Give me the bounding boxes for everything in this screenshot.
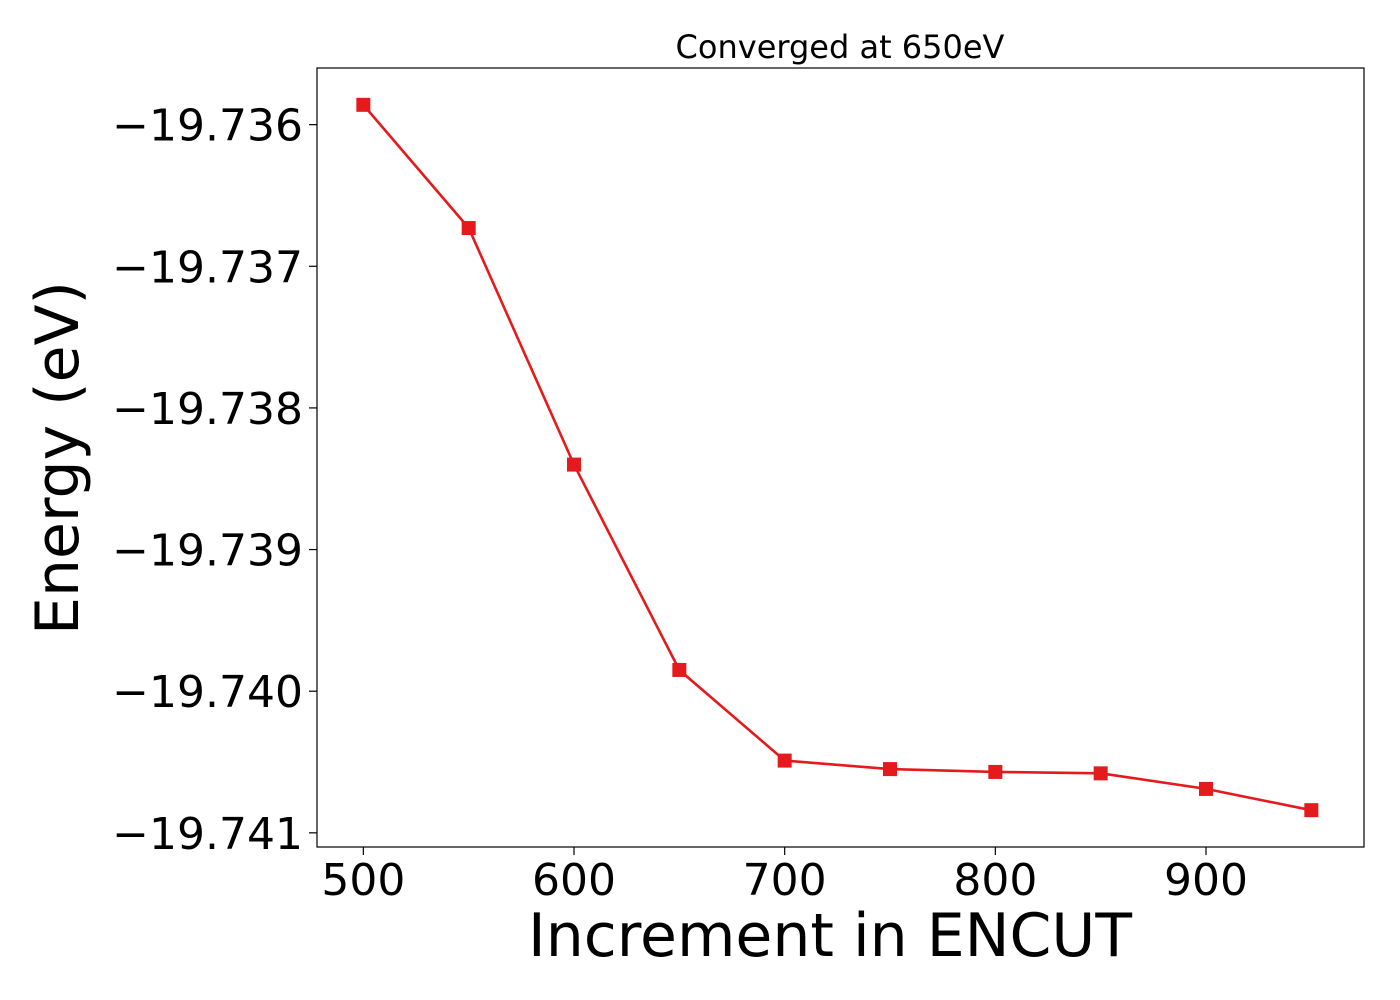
x-tick-label: 900 (1164, 855, 1248, 906)
data-point-marker (461, 221, 476, 236)
y-axis-ticks: −19.736 −19.737 −19.738 −19.739 −19.740 −19.7… (112, 101, 317, 860)
y-tick-label: −19.738 (112, 384, 303, 435)
y-tick-label: −19.736 (112, 101, 303, 152)
series-line (362, 103, 1312, 812)
x-tick-label: 800 (953, 855, 1037, 906)
data-point-marker (356, 97, 371, 112)
x-tick-label: 700 (743, 855, 827, 906)
x-axis-ticks: 500 600 700 800 900 (321, 847, 1248, 906)
data-point-marker (567, 457, 582, 472)
data-point-marker (1199, 781, 1214, 796)
data-point-marker (672, 662, 687, 677)
y-tick-label: −19.737 (112, 242, 303, 293)
data-point-marker (1304, 803, 1319, 818)
y-tick-label: −19.740 (112, 667, 303, 718)
data-point-marker (988, 764, 1003, 779)
chart-title: Converged at 650eV (676, 28, 1005, 66)
x-tick-label: 500 (321, 855, 405, 906)
x-axis-title: Increment in ENCUT (528, 901, 1132, 971)
plot-series-group (356, 97, 1319, 818)
y-axis-title: Energy (eV) (23, 281, 93, 635)
plot-frame (316, 67, 1365, 848)
data-point-marker (883, 762, 898, 777)
y-tick-label: −19.739 (112, 526, 303, 577)
data-point-marker (777, 753, 792, 768)
y-tick-label: −19.741 (112, 809, 303, 860)
x-tick-label: 600 (532, 855, 616, 906)
data-point-marker (1093, 766, 1108, 781)
